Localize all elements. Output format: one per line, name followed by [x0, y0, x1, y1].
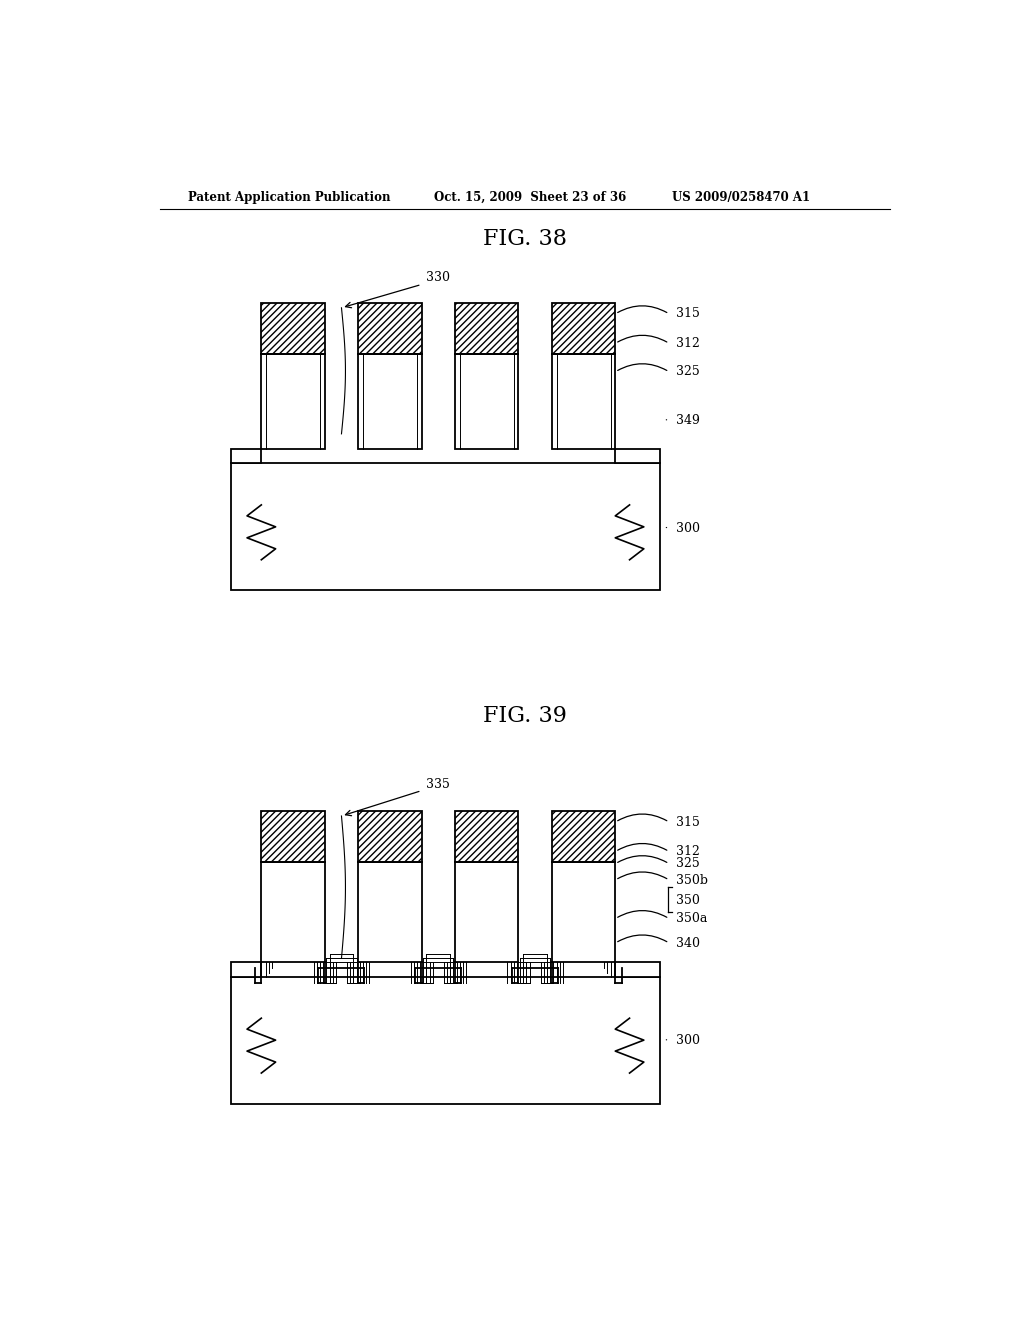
Bar — [455, 862, 518, 962]
Text: Oct. 15, 2009  Sheet 23 of 36: Oct. 15, 2009 Sheet 23 of 36 — [433, 191, 626, 203]
Text: 300: 300 — [676, 521, 699, 535]
Text: 350: 350 — [676, 894, 699, 907]
Bar — [231, 463, 659, 590]
Text: 312: 312 — [676, 845, 699, 858]
Bar — [358, 862, 422, 962]
Text: 325: 325 — [676, 857, 699, 870]
Text: 340: 340 — [676, 937, 699, 949]
Text: FIG. 39: FIG. 39 — [483, 705, 566, 727]
Bar — [358, 302, 422, 354]
Bar — [358, 354, 422, 449]
Text: FIG. 38: FIG. 38 — [482, 227, 567, 249]
Bar — [261, 862, 325, 962]
Text: 350b: 350b — [676, 874, 708, 887]
Bar — [455, 354, 518, 449]
Bar — [231, 977, 659, 1104]
Bar — [261, 354, 325, 449]
Bar — [358, 810, 422, 862]
Text: 300: 300 — [676, 1034, 699, 1047]
Bar — [552, 810, 615, 862]
Text: 349: 349 — [676, 414, 699, 428]
Text: 315: 315 — [676, 816, 699, 829]
Bar — [231, 449, 261, 463]
Bar — [455, 810, 518, 862]
Text: 335: 335 — [426, 777, 450, 791]
Text: 312: 312 — [676, 337, 699, 350]
Bar — [552, 354, 615, 449]
Text: 330: 330 — [426, 272, 450, 284]
Text: US 2009/0258470 A1: US 2009/0258470 A1 — [672, 191, 810, 203]
Text: 325: 325 — [676, 366, 699, 379]
Bar — [261, 302, 325, 354]
Text: 315: 315 — [676, 308, 699, 321]
Text: 350a: 350a — [676, 912, 707, 925]
Text: Patent Application Publication: Patent Application Publication — [187, 191, 390, 203]
Bar — [615, 962, 659, 977]
Bar — [455, 302, 518, 354]
Bar — [231, 962, 261, 977]
Bar — [552, 302, 615, 354]
Bar — [552, 862, 615, 962]
Bar — [261, 810, 325, 862]
Bar — [615, 449, 659, 463]
